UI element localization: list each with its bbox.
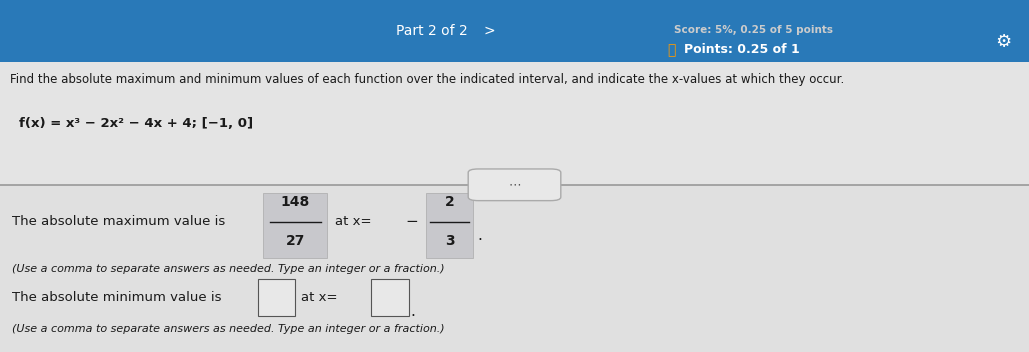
Text: Find the absolute maximum and minimum values of each function over the indicated: Find the absolute maximum and minimum va… bbox=[10, 73, 845, 86]
Bar bbox=[0, 0, 1029, 62]
Text: at x=: at x= bbox=[301, 291, 343, 304]
Text: >: > bbox=[484, 24, 495, 38]
FancyBboxPatch shape bbox=[263, 193, 327, 258]
Text: at x=: at x= bbox=[335, 215, 377, 228]
Bar bbox=[0, 62, 1029, 185]
Text: 27: 27 bbox=[286, 234, 305, 248]
Text: Part 2 of 2: Part 2 of 2 bbox=[396, 24, 468, 38]
Text: ⋯: ⋯ bbox=[508, 178, 521, 191]
Text: 148: 148 bbox=[281, 195, 310, 209]
FancyBboxPatch shape bbox=[258, 279, 295, 316]
Text: (Use a comma to separate answers as needed. Type an integer or a fraction.): (Use a comma to separate answers as need… bbox=[12, 324, 445, 334]
Text: ⚙: ⚙ bbox=[995, 33, 1012, 51]
Text: Points: 0.25 of 1: Points: 0.25 of 1 bbox=[684, 44, 800, 56]
Text: .: . bbox=[411, 304, 416, 319]
Text: 3: 3 bbox=[445, 234, 455, 248]
Text: ⦸: ⦸ bbox=[667, 43, 675, 57]
Bar bbox=[0, 185, 1029, 352]
Text: The absolute minimum value is: The absolute minimum value is bbox=[12, 291, 230, 304]
Text: .: . bbox=[477, 228, 483, 243]
FancyBboxPatch shape bbox=[371, 279, 409, 316]
FancyBboxPatch shape bbox=[468, 169, 561, 201]
Text: Score: 5%, 0.25 of 5 points: Score: 5%, 0.25 of 5 points bbox=[674, 25, 833, 35]
Text: −: − bbox=[405, 214, 418, 229]
Text: 2: 2 bbox=[445, 195, 455, 209]
Text: The absolute maximum value is: The absolute maximum value is bbox=[12, 215, 235, 228]
FancyBboxPatch shape bbox=[426, 193, 473, 258]
Text: f(x) = x³ − 2x² − 4x + 4; [−1, 0]: f(x) = x³ − 2x² − 4x + 4; [−1, 0] bbox=[19, 117, 253, 130]
Text: (Use a comma to separate answers as needed. Type an integer or a fraction.): (Use a comma to separate answers as need… bbox=[12, 264, 445, 274]
